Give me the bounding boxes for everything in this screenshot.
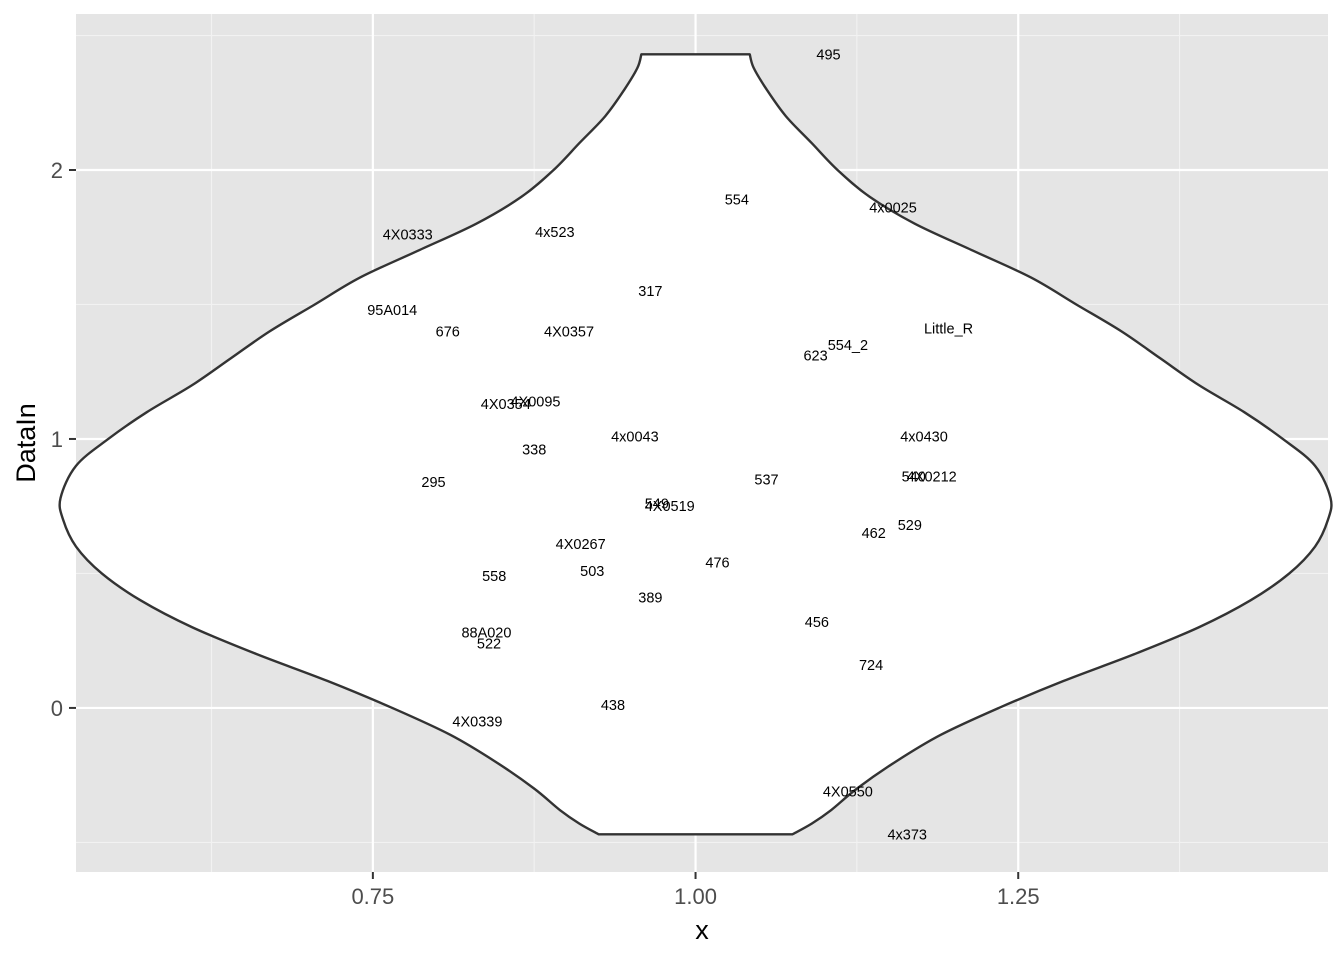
point-label: 476 [705,556,729,572]
point-label: 295 [421,475,445,491]
point-label: 438 [601,698,625,714]
point-label: 549 [645,497,669,513]
point-label: 4x523 [535,225,575,241]
point-label: 623 [803,349,827,365]
y-tick-label: 2 [51,158,63,183]
point-label: 537 [754,472,778,488]
point-label: 4x0043 [611,429,659,445]
point-label: 522 [477,636,501,652]
violin-shape [58,53,1333,836]
point-label: 456 [805,615,829,631]
point-label: 4x0025 [869,201,917,217]
point-label: 4X0519 [645,499,695,515]
point-labels: 495 554 4x0025 4X0333 4x523 317 95A014 676 4X035… [367,47,973,843]
point-label: 558 [482,569,506,585]
point-label: 4X0095 [510,394,560,410]
point-label: 4x373 [887,827,927,843]
point-label: 95A014 [367,303,417,319]
point-label: 554_2 [828,338,868,354]
point-label: 495 [816,47,840,63]
point-label: 540 [902,470,926,486]
point-label: 4X0339 [452,714,502,730]
point-label: 317 [638,284,662,300]
point-label: 4X0267 [556,537,606,553]
y-tick-label: 1 [51,427,63,452]
x-tick-label: 1.00 [674,884,717,909]
point-label: 503 [580,564,604,580]
point-label: 462 [862,526,886,542]
y-tick-label: 0 [51,696,63,721]
point-label: 4X0357 [544,324,594,340]
point-label: 4x0430 [900,429,948,445]
point-label: 4X0333 [383,228,433,244]
point-label: 338 [522,443,546,459]
point-label: 4X0354 [481,397,531,413]
x-axis-title: x [695,915,709,945]
point-label: 88A020 [461,626,511,642]
y-axis-title: DataIn [11,403,41,483]
point-label: 389 [638,591,662,607]
point-label: 676 [436,324,460,340]
point-label: 4X0550 [823,784,873,800]
point-label: 554 [725,193,749,209]
point-label: 4X0212 [907,470,957,486]
x-tick-label: 0.75 [351,884,394,909]
point-label: 529 [898,518,922,534]
point-label: 724 [859,658,883,674]
x-tick-label: 1.25 [997,884,1040,909]
x-axis: 0.75 1.00 1.25 [351,872,1040,909]
point-label: Little_R [924,322,973,338]
y-axis: 0 1 2 [51,158,76,721]
